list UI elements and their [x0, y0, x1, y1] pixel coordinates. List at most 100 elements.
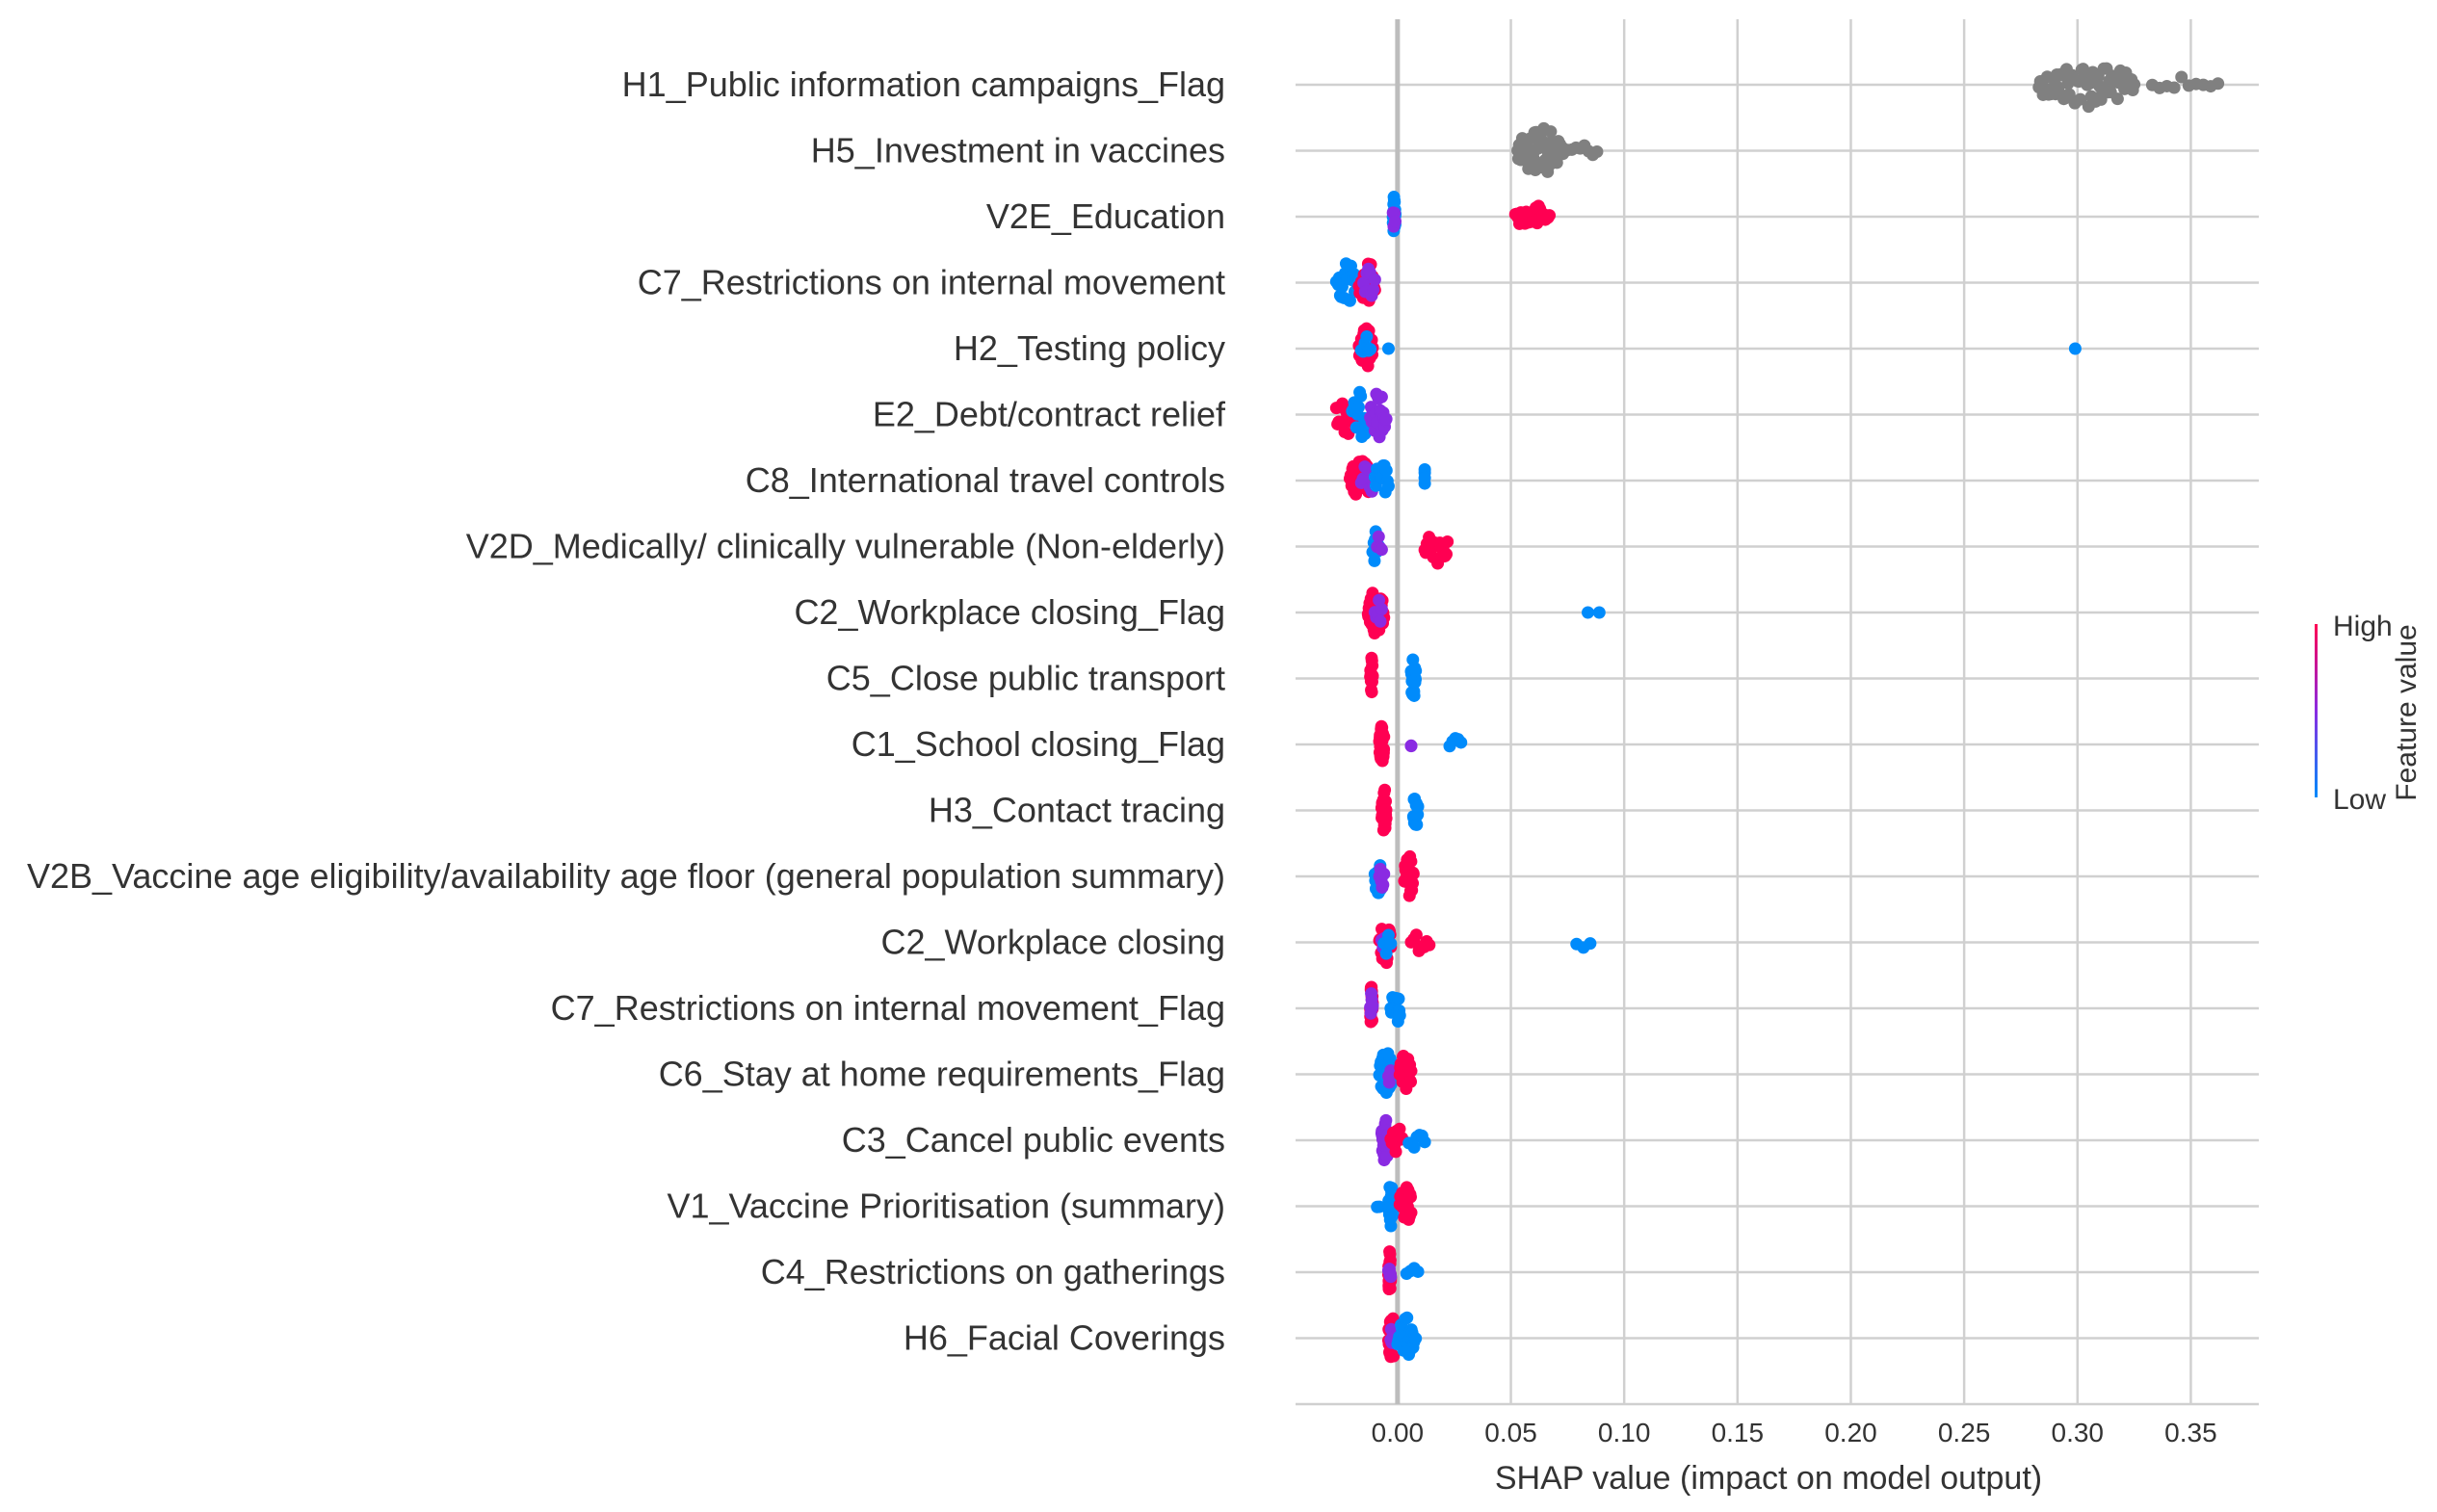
shap-point [1354, 389, 1368, 403]
shap-point [1379, 412, 1393, 426]
shap-point [1384, 937, 1398, 951]
shap-point [2212, 77, 2225, 91]
feature-label: C6_Stay at home requirements_Flag [659, 1055, 1225, 1094]
shap-point [1384, 1219, 1398, 1233]
feature-label: H1_Public information campaigns_Flag [622, 65, 1225, 104]
colorbar-gradient [2315, 624, 2318, 797]
x-tick-label: 0.35 [2164, 1418, 2217, 1447]
feature-label: H3_Contact tracing [929, 791, 1225, 830]
shap-point [1375, 543, 1388, 557]
data-points [1329, 62, 2225, 1364]
shap-point [1364, 343, 1377, 356]
x-axis-title: SHAP value (impact on model output) [1495, 1460, 2042, 1497]
shap-point [2175, 70, 2188, 84]
x-tick-label: 0.10 [1598, 1418, 1651, 1447]
shap-point [1379, 812, 1393, 825]
shap-point [2128, 78, 2141, 91]
feature-label: V2E_Education [986, 196, 1225, 236]
shap-point [1406, 876, 1420, 890]
shap-point [1592, 606, 1606, 619]
shap-point [1377, 743, 1391, 756]
x-tick-label: 0.05 [1484, 1418, 1537, 1447]
feature-label: C2_Workplace closing [880, 923, 1225, 962]
shap-point [1408, 673, 1422, 687]
feature-label: V1_Vaccine Prioritisation (summary) [667, 1186, 1225, 1226]
shap-point [1379, 1113, 1393, 1127]
shap-point [1423, 938, 1436, 952]
shap-point [1406, 867, 1420, 880]
shap-point [1381, 480, 1395, 493]
shap-point [1376, 878, 1390, 892]
shap-point [1454, 736, 1468, 749]
feature-labels: H1_Public information campaigns_Flag H5_I… [27, 65, 1226, 1358]
shap-point [1375, 603, 1388, 616]
shap-point [1389, 215, 1402, 228]
shap-point [1374, 614, 1387, 628]
shap-point [2068, 342, 2082, 355]
shap-point [1404, 1206, 1418, 1219]
colorbar-low-label: Low [2333, 784, 2386, 816]
shap-point [1384, 1270, 1398, 1284]
shap-point [1401, 1311, 1414, 1324]
shap-point [1404, 740, 1418, 753]
feature-label: C5_Close public transport [826, 659, 1225, 698]
shap-point [1377, 730, 1391, 743]
shap-point [1404, 1064, 1418, 1078]
shap-point [1407, 1140, 1421, 1154]
shap-point [1351, 401, 1365, 414]
shap-point [1392, 992, 1405, 1005]
shap-point [1366, 999, 1379, 1012]
shap-point [2074, 92, 2087, 106]
feature-label: H5_Investment in vaccines [811, 131, 1225, 170]
shap-point [1372, 530, 1385, 543]
shap-point [1410, 818, 1424, 831]
feature-label: H2_Testing policy [954, 328, 1225, 368]
shap-point [1418, 1135, 1431, 1149]
shap-point [1378, 783, 1392, 796]
shap-point [1375, 390, 1388, 404]
shap-point [2110, 92, 2124, 106]
feature-label: C3_Cancel public events [842, 1120, 1225, 1160]
shap-point [1366, 669, 1379, 683]
shap-point [1544, 125, 1558, 139]
feature-label: E2_Debt/contract relief [873, 395, 1226, 434]
feature-label: V2B_Vaccine age eligibility/availability… [27, 856, 1225, 896]
shap-point [1418, 471, 1431, 484]
shap-point [1409, 928, 1423, 942]
shap-point [2167, 81, 2181, 94]
shap-point [1440, 547, 1454, 560]
feature-label: C2_Workplace closing_Flag [794, 592, 1225, 632]
shap-point [1379, 464, 1393, 478]
feature-label: C4_Restrictions on gatherings [761, 1252, 1225, 1291]
feature-label: H6_Facial Coverings [904, 1318, 1225, 1358]
colorbar: High Low Feature value [2315, 611, 2423, 816]
shap-point [1377, 868, 1391, 881]
x-axis-ticks: 0.00 0.05 0.10 0.15 0.20 0.25 0.30 0.35 [1372, 1418, 2217, 1447]
shap-point [1584, 937, 1597, 951]
shap-point [1411, 1264, 1425, 1278]
shap-point [1365, 686, 1378, 699]
feature-label: V2D_Medically/ clinically vulnerable (No… [466, 527, 1225, 566]
shap-point [1360, 330, 1374, 344]
shap-point [1409, 1332, 1423, 1345]
shap-point [1403, 1190, 1417, 1204]
shap-point [1356, 472, 1370, 485]
shap-point [1368, 273, 1381, 286]
shap-point [1381, 342, 1395, 355]
shap-point [1366, 659, 1379, 672]
shap-point [1404, 1075, 1418, 1088]
shap-point [1404, 854, 1418, 868]
x-tick-label: 0.00 [1372, 1418, 1425, 1447]
shap-point [1367, 283, 1380, 297]
shap-point [1411, 800, 1425, 814]
colorbar-title: Feature value [2391, 624, 2423, 800]
shap-point [1441, 534, 1454, 548]
x-tick-label: 0.20 [1824, 1418, 1877, 1447]
feature-label: C7_Restrictions on internal movement_Fla… [551, 988, 1225, 1028]
colorbar-high-label: High [2333, 611, 2393, 642]
shap-point [1409, 665, 1423, 678]
shap-point [1582, 606, 1595, 619]
x-tick-label: 0.30 [2052, 1418, 2105, 1447]
grid-lines [1296, 19, 2259, 1406]
